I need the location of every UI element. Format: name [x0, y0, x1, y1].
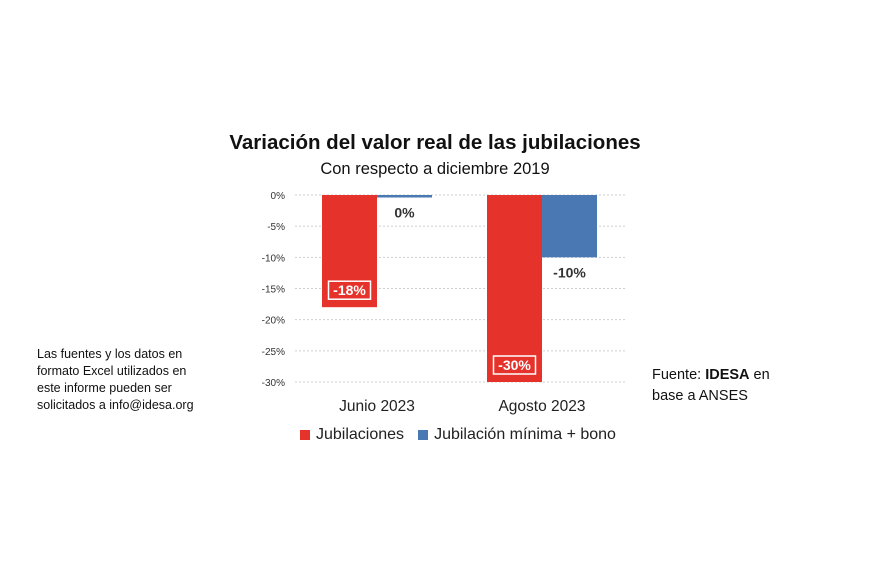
y-tick-label: -30%: [262, 378, 285, 389]
legend-swatch-minima-bono: [418, 430, 429, 440]
y-tick-label: -25%: [262, 347, 285, 358]
y-tick-label: -20%: [262, 316, 285, 327]
y-tick-label: -15%: [262, 285, 285, 296]
chart-title: Variación del valor real de las jubilaci…: [229, 131, 641, 154]
data-label-box: [327, 280, 372, 300]
chart-legend: Jubilaciones Jubilación mínima + bono: [300, 426, 630, 444]
legend-swatch-jubilaciones: [300, 430, 310, 440]
legend-label-minima-bono: Jubilación mínima + bono: [434, 426, 616, 443]
data-label-minima-bono: -10%: [553, 264, 586, 280]
data-availability-note: Las fuentes y los datos en formato Excel…: [37, 347, 194, 412]
source-suffix: en base a ANSES: [652, 367, 770, 404]
y-tick-label: 0%: [271, 191, 286, 202]
y-tick-label: -10%: [262, 253, 285, 264]
bar-minima-bono: [377, 195, 432, 198]
source-org: IDESA: [705, 367, 750, 383]
y-tick-label: -5%: [267, 222, 285, 233]
bar-minima-bono: [542, 195, 597, 258]
x-category-label: Agosto 2023: [498, 398, 585, 415]
data-label-minima-bono: 0%: [394, 204, 415, 220]
data-label-jubilaciones: -18%: [333, 282, 366, 298]
legend-label-jubilaciones: Jubilaciones: [316, 426, 405, 443]
x-category-label: Junio 2023: [339, 398, 415, 415]
data-label-box: [492, 355, 537, 375]
data-label-jubilaciones: -30%: [498, 357, 531, 373]
bar-jubilaciones: [487, 195, 542, 382]
chart-subtitle: Con respecto a diciembre 2019: [320, 160, 550, 178]
legend-item-jubilaciones: Jubilaciones: [300, 426, 404, 444]
legend-item-minima-bono: Jubilación mínima + bono: [418, 426, 616, 444]
source-prefix: Fuente:: [652, 367, 706, 383]
source-note: Fuente: IDESA en base a ANSES: [652, 365, 782, 407]
